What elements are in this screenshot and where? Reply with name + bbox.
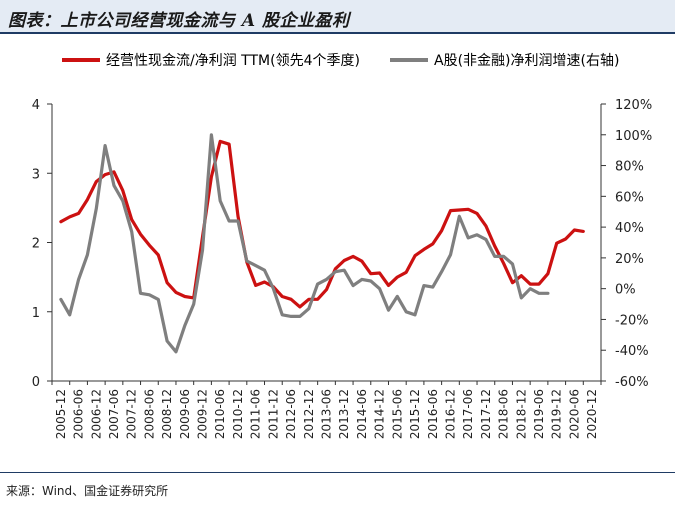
left-tick-label: 3 (32, 167, 40, 182)
left-tick-label: 1 (32, 306, 40, 321)
right-tick-label: 60% (615, 190, 644, 205)
chart-area: 0 1 2 3 4 -60% -40% -20% 0% 20% 40% 60% 80% 100% 120% 2… (32, 98, 652, 439)
x-tick-label: 2012-12 (302, 389, 316, 439)
x-tick-label: 2007-06 (107, 389, 121, 439)
x-tick-label: 2020-06 (567, 389, 581, 439)
x-tick-label: 2016-12 (443, 389, 457, 439)
right-tick-label: 120% (615, 98, 652, 113)
x-tick-label: 2007-12 (125, 389, 139, 439)
x-tick-label: 2010-06 (213, 389, 227, 439)
x-tick-label: 2015-12 (408, 389, 422, 439)
right-tick-label: 0% (615, 283, 636, 298)
x-tick-label: 2016-06 (426, 389, 440, 439)
legend-swatch-gray (390, 58, 428, 62)
right-tick-label: 80% (615, 160, 644, 175)
x-tick-label: 2009-06 (178, 389, 192, 439)
right-tick-label: -20% (615, 313, 649, 328)
left-tick-label: 4 (32, 98, 40, 113)
x-tick-label: 2006-06 (72, 389, 86, 439)
right-tick-label: 20% (615, 252, 644, 267)
x-tick-label: 2005-12 (54, 389, 68, 439)
x-tick-label: 2015-06 (390, 389, 404, 439)
x-tick-label: 2006-12 (89, 389, 103, 439)
x-tick-label: 2018-06 (497, 389, 511, 439)
source-note: 来源：Wind、国金证券研究所 (6, 484, 169, 498)
left-tick-label: 0 (32, 375, 40, 390)
x-tick-label: 2011-06 (249, 389, 263, 439)
x-tick-label: 2020-12 (585, 389, 599, 439)
legend-label-profit-growth: A股(非金融)净利润增速(右轴) (434, 53, 620, 69)
legend-item-cashflow: 经营性现金流/净利润 TTM(领先4个季度) (62, 50, 360, 70)
x-tick-label: 2017-12 (479, 389, 493, 439)
right-tick-label: -40% (615, 344, 649, 359)
series-line-profit-growth (59, 133, 550, 354)
legend-label-cashflow: 经营性现金流/净利润 TTM(领先4个季度) (106, 53, 360, 69)
series-line-cashflow-ratio (59, 139, 585, 309)
title-bar: 图表：上市公司经营现金流与 A 股企业盈利 (0, 0, 675, 34)
x-tick-label: 2014-12 (373, 389, 387, 439)
x-tick-label: 2014-06 (355, 389, 369, 439)
page-title: 图表：上市公司经营现金流与 A 股企业盈利 (8, 11, 350, 31)
legend-item-profit-growth: A股(非金融)净利润增速(右轴) (390, 50, 619, 70)
x-tick-label: 2018-12 (514, 389, 528, 439)
x-tick-label: 2013-06 (320, 389, 334, 439)
right-tick-label: 40% (615, 221, 644, 236)
right-tick-label: -60% (615, 375, 649, 390)
x-tick-label: 2017-06 (461, 389, 475, 439)
x-tick-label: 2011-12 (266, 389, 280, 439)
right-tick-label: 100% (615, 129, 652, 144)
x-tick-label: 2019-12 (550, 389, 564, 439)
x-tick-label: 2013-12 (337, 389, 351, 439)
x-tick-label: 2009-12 (196, 389, 210, 439)
legend: 经营性现金流/净利润 TTM(领先4个季度) A股(非金融)净利润增速(右轴) (0, 50, 675, 72)
x-tick-label: 2010-12 (231, 389, 245, 439)
x-tick-label: 2008-12 (160, 389, 174, 439)
footer-divider (0, 472, 675, 473)
left-tick-label: 2 (32, 237, 40, 252)
x-tick-label: 2008-06 (142, 389, 156, 439)
x-tick-label: 2012-06 (284, 389, 298, 439)
legend-swatch-red (62, 58, 100, 62)
x-tick-label: 2019-06 (532, 389, 546, 439)
